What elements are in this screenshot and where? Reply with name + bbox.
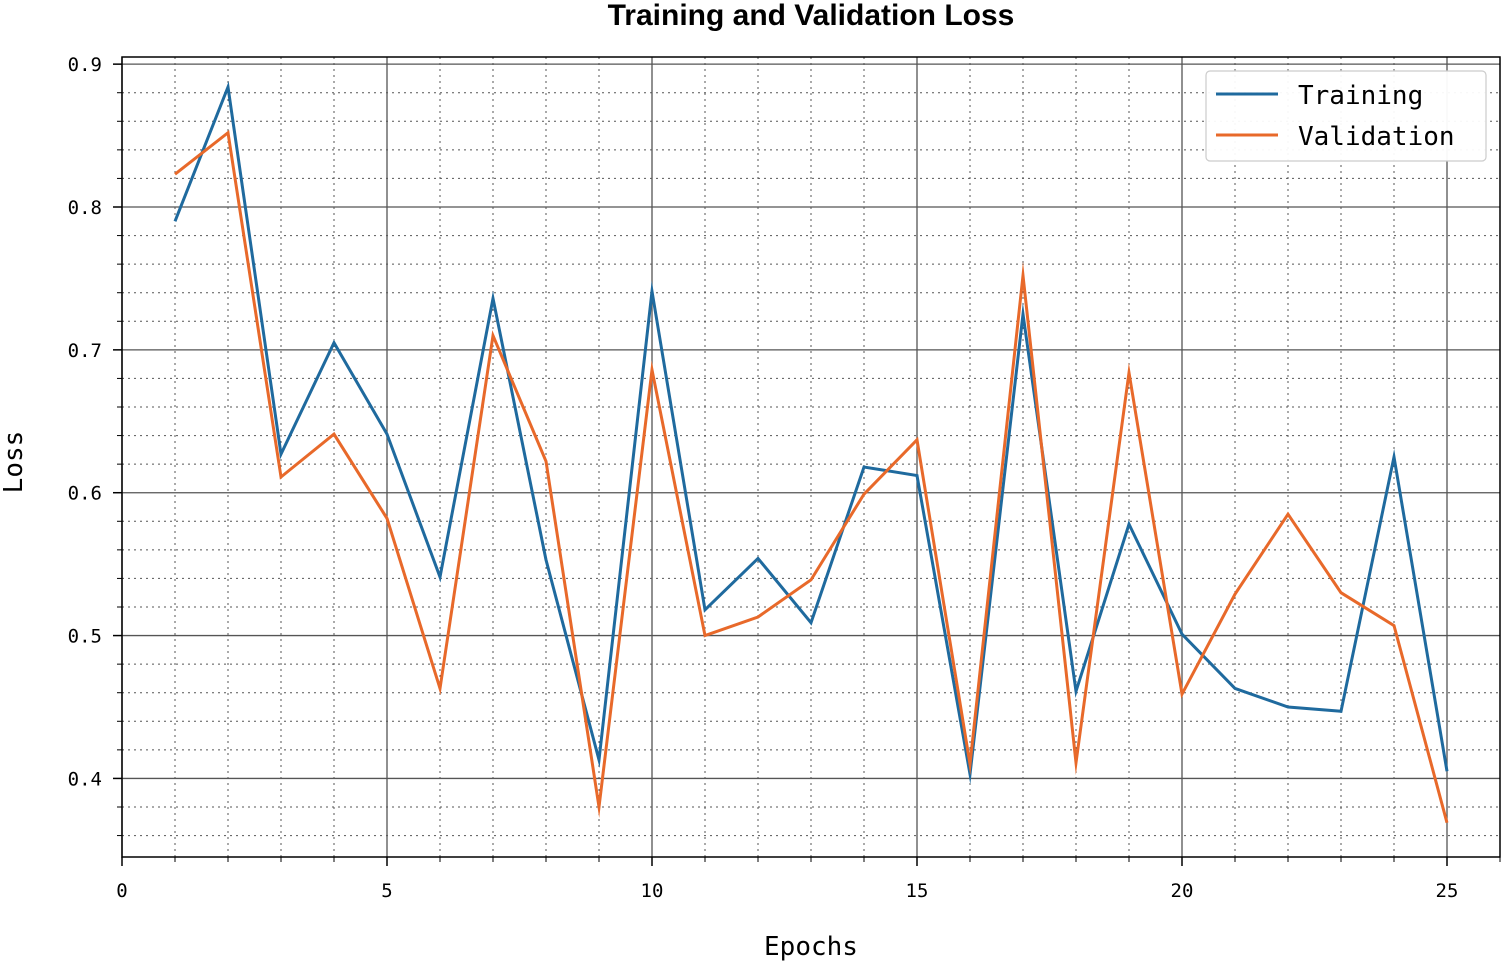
x-axis-label: Epochs [764, 932, 858, 962]
series-line-validation [174, 129, 1449, 824]
y-tick-label: 0.9 [68, 54, 102, 76]
chart-title: Training and Validation Loss [608, 0, 1015, 32]
x-tick-label: 20 [1171, 880, 1194, 902]
y-tick-label: 0.5 [68, 626, 102, 648]
x-tick-label: 10 [641, 880, 664, 902]
legend-label-training: Training [1298, 81, 1423, 111]
legend-label-validation: Validation [1298, 122, 1455, 152]
x-tick-label: 5 [381, 880, 392, 902]
x-tick-label: 15 [906, 880, 929, 902]
x-tick-label: 25 [1436, 880, 1459, 902]
y-tick-label: 0.4 [68, 768, 102, 790]
y-tick-label: 0.6 [68, 483, 102, 505]
series-line-training [173, 81, 1449, 785]
y-tick-label: 0.8 [68, 197, 102, 219]
legend: Training Validation [1205, 70, 1487, 162]
y-tick-label: 0.7 [68, 340, 102, 362]
grid [121, 57, 1501, 857]
series-lines [173, 81, 1449, 824]
y-axis-label: Loss [0, 431, 29, 494]
x-tick-label: 0 [116, 880, 127, 902]
axis-ticks: 0 5 10 15 20 25 0.4 0.5 0.6 0.7 0.8 0.9 [68, 54, 1501, 902]
